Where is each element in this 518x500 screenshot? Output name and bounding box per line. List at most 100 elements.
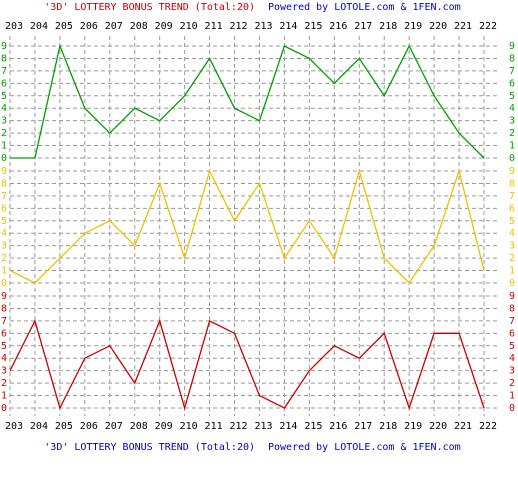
x-tick-label: 211 bbox=[205, 21, 223, 32]
y-tick-label: 1 bbox=[509, 391, 515, 402]
y-tick-label: 5 bbox=[1, 91, 7, 102]
y-tick-label: 1 bbox=[1, 266, 7, 277]
y-tick-label: 7 bbox=[1, 316, 7, 327]
x-tick-label: 213 bbox=[254, 21, 272, 32]
x-tick-label: 215 bbox=[304, 21, 322, 32]
x-tick-label: 206 bbox=[80, 421, 98, 432]
x-tick-label: 212 bbox=[229, 21, 247, 32]
y-tick-label: 0 bbox=[1, 153, 7, 164]
y-tick-label: 6 bbox=[509, 328, 515, 339]
x-tick-label: 221 bbox=[454, 21, 472, 32]
x-tick-label: 218 bbox=[379, 421, 397, 432]
y-tick-label: 9 bbox=[509, 291, 515, 302]
x-tick-label: 207 bbox=[105, 421, 123, 432]
y-tick-label: 7 bbox=[1, 191, 7, 202]
y-tick-label: 5 bbox=[1, 216, 7, 227]
y-tick-label: 8 bbox=[509, 178, 515, 189]
x-tick-label: 207 bbox=[105, 21, 123, 32]
y-tick-label: 3 bbox=[1, 366, 7, 377]
y-tick-label: 8 bbox=[509, 303, 515, 314]
y-tick-label: 2 bbox=[1, 128, 7, 139]
y-tick-label: 6 bbox=[509, 203, 515, 214]
x-tick-label: 205 bbox=[55, 21, 73, 32]
y-tick-label: 0 bbox=[509, 153, 515, 164]
x-tick-label: 214 bbox=[279, 421, 297, 432]
x-tick-label: 216 bbox=[329, 421, 347, 432]
y-tick-label: 7 bbox=[509, 66, 515, 77]
x-tick-label: 216 bbox=[329, 21, 347, 32]
y-tick-label: 9 bbox=[1, 41, 7, 52]
y-tick-label: 9 bbox=[509, 41, 515, 52]
x-tick-label: 215 bbox=[304, 421, 322, 432]
y-tick-label: 2 bbox=[1, 378, 7, 389]
x-tick-label: 219 bbox=[404, 21, 422, 32]
y-tick-label: 2 bbox=[509, 378, 515, 389]
x-tick-label: 212 bbox=[229, 421, 247, 432]
y-tick-label: 6 bbox=[509, 78, 515, 89]
y-tick-label: 2 bbox=[509, 128, 515, 139]
trend-line bbox=[9, 168, 485, 285]
x-tick-label: 205 bbox=[55, 421, 73, 432]
y-tick-label: 9 bbox=[1, 166, 7, 177]
x-tick-label: 217 bbox=[354, 21, 372, 32]
x-tick-label: 203 bbox=[5, 421, 23, 432]
y-tick-label: 1 bbox=[1, 391, 7, 402]
trend-line bbox=[9, 318, 485, 411]
x-tick-label: 217 bbox=[354, 421, 372, 432]
y-tick-label: 8 bbox=[1, 53, 7, 64]
x-tick-label: 220 bbox=[429, 421, 447, 432]
chart-subtitle: Powered by LOTOLE.com & 1FEN.com bbox=[268, 2, 461, 13]
y-tick-label: 6 bbox=[1, 78, 7, 89]
x-tick-label: 210 bbox=[180, 21, 198, 32]
y-tick-label: 1 bbox=[509, 266, 515, 277]
y-tick-label: 0 bbox=[1, 278, 7, 289]
y-tick-label: 4 bbox=[1, 228, 7, 239]
y-tick-label: 4 bbox=[1, 353, 7, 364]
y-tick-label: 7 bbox=[509, 316, 515, 327]
trend-line bbox=[10, 43, 485, 159]
y-tick-label: 2 bbox=[509, 253, 515, 264]
y-tick-label: 0 bbox=[1, 403, 7, 414]
y-tick-label: 1 bbox=[1, 141, 7, 152]
x-tick-label: 209 bbox=[155, 21, 173, 32]
x-tick-label: 210 bbox=[180, 421, 198, 432]
y-tick-label: 3 bbox=[509, 366, 515, 377]
x-tick-label: 208 bbox=[130, 421, 148, 432]
y-tick-label: 7 bbox=[1, 66, 7, 77]
y-tick-label: 5 bbox=[509, 216, 515, 227]
y-tick-label: 6 bbox=[1, 328, 7, 339]
y-tick-label: 9 bbox=[509, 166, 515, 177]
x-tick-label: 203 bbox=[5, 21, 23, 32]
y-tick-label: 0 bbox=[509, 403, 515, 414]
chart-subtitle-bottom: Powered by LOTOLE.com & 1FEN.com bbox=[268, 442, 461, 453]
chart-title-bottom: '3D' LOTTERY BONUS TREND (Total:20) bbox=[44, 442, 255, 453]
y-tick-label: 4 bbox=[1, 103, 7, 114]
y-tick-label: 9 bbox=[1, 291, 7, 302]
y-tick-label: 2 bbox=[1, 253, 7, 264]
x-tick-label: 219 bbox=[404, 421, 422, 432]
y-tick-label: 8 bbox=[1, 178, 7, 189]
x-tick-label: 221 bbox=[454, 421, 472, 432]
y-tick-label: 1 bbox=[509, 141, 515, 152]
chart-title: '3D' LOTTERY BONUS TREND (Total:20) bbox=[44, 2, 255, 13]
x-tick-label: 209 bbox=[155, 421, 173, 432]
y-tick-label: 3 bbox=[1, 116, 7, 127]
y-tick-label: 4 bbox=[509, 228, 515, 239]
x-tick-label: 220 bbox=[429, 21, 447, 32]
y-tick-label: 3 bbox=[509, 241, 515, 252]
y-tick-label: 8 bbox=[1, 303, 7, 314]
x-tick-label: 208 bbox=[130, 21, 148, 32]
y-tick-label: 5 bbox=[509, 91, 515, 102]
x-tick-label: 214 bbox=[279, 21, 297, 32]
y-tick-label: 0 bbox=[509, 278, 515, 289]
y-tick-label: 6 bbox=[1, 203, 7, 214]
x-tick-label: 211 bbox=[205, 421, 223, 432]
y-tick-label: 3 bbox=[509, 116, 515, 127]
x-tick-label: 213 bbox=[254, 421, 272, 432]
y-tick-label: 5 bbox=[1, 341, 7, 352]
x-tick-label: 222 bbox=[479, 421, 497, 432]
y-tick-label: 7 bbox=[509, 191, 515, 202]
y-tick-label: 8 bbox=[509, 53, 515, 64]
x-tick-label: 204 bbox=[30, 421, 48, 432]
